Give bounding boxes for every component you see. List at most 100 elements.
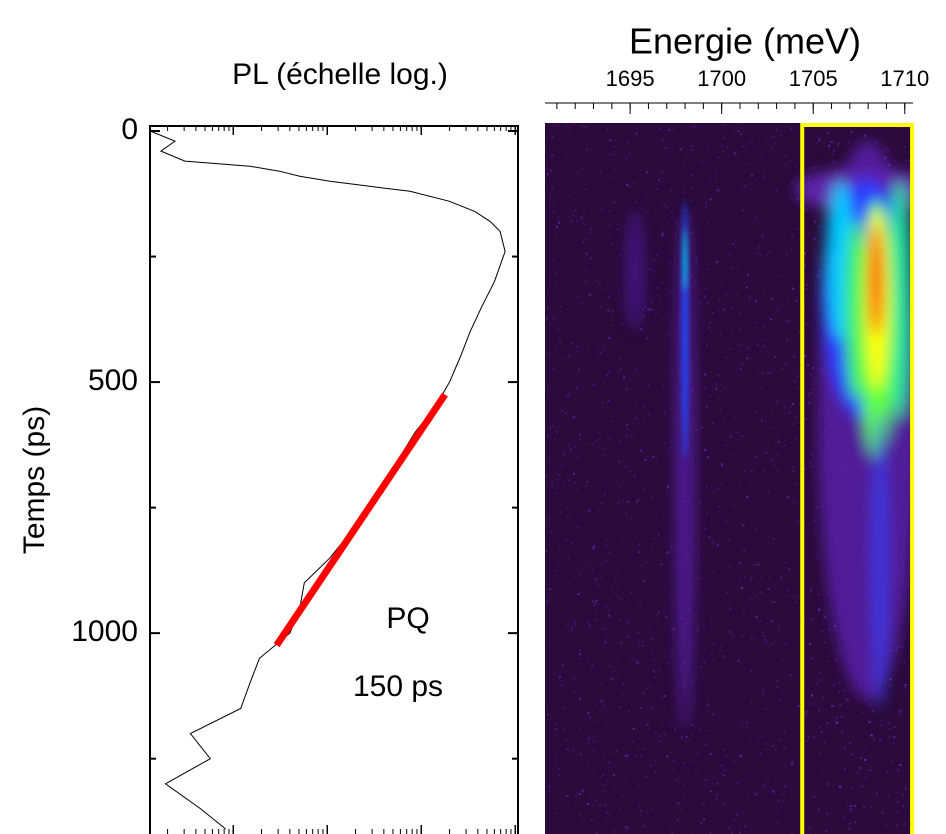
speckle [656,461,659,464]
speckle [736,268,739,271]
speckle [661,181,664,183]
speckle [639,810,642,813]
speckle [615,676,618,679]
speckle [636,662,639,665]
speckle [577,526,580,529]
speckle [649,686,651,689]
speckle [743,184,746,187]
speckle [563,453,566,456]
speckle [796,215,798,218]
speckle [600,351,603,354]
speckle [750,327,753,330]
speckle [691,231,693,234]
speckle [675,778,678,781]
speckle [777,629,780,632]
speckle [573,715,576,718]
speckle [708,145,710,148]
speckle [609,615,612,618]
speckle [711,422,714,425]
speckle [608,224,611,227]
speckle [662,384,664,387]
speckle [745,147,747,150]
y-tick-label: 0 [121,113,138,146]
speckle [696,578,699,581]
speckle [781,689,784,692]
speckle [772,538,775,541]
speckle [601,520,604,523]
speckle [573,472,575,475]
speckle [650,216,653,219]
speckle [697,435,700,438]
speckle [580,753,583,755]
speckle [723,417,726,419]
speckle [650,545,653,548]
speckle [585,442,588,445]
speckle [665,615,668,618]
speckle [574,481,577,484]
speckle [696,354,699,356]
speckle [609,210,612,213]
glow [869,225,883,335]
speckle [626,755,629,757]
speckle [826,660,829,663]
speckle [713,490,716,493]
speckle [677,679,680,682]
speckle [815,556,818,559]
speckle [615,215,617,218]
speckle [740,754,742,757]
speckle [636,498,639,501]
speckle [640,449,643,452]
speckle [731,443,734,446]
speckle [817,709,820,712]
speckle [650,683,652,686]
speckle [766,452,769,454]
speckle [577,496,580,499]
speckle [695,550,698,553]
speckle [759,310,762,313]
speckle [753,564,756,567]
speckle [607,613,610,616]
speckle [758,254,761,257]
speckle [856,771,859,774]
speckle [587,711,590,714]
speckle [582,237,585,240]
speckle [615,750,618,753]
speckle [770,643,773,646]
speckle [865,745,868,748]
speckle [548,785,551,788]
speckle [624,754,627,757]
speckle [574,678,577,681]
speckle [703,743,706,746]
speckle [619,253,622,256]
speckle [560,409,563,412]
speckle [739,481,742,484]
speckle [711,782,714,785]
speckle [582,209,585,212]
speckle [619,808,622,811]
speckle [757,368,760,371]
speckle [741,435,743,437]
speckle [780,577,782,580]
speckle [861,785,864,788]
emission-line [682,200,688,460]
speckle [774,748,777,751]
speckle [786,252,788,255]
speckle [618,439,621,442]
speckle [607,309,610,312]
speckle [597,348,600,351]
speckle [766,372,769,375]
speckle [732,454,735,457]
speckle [625,157,627,159]
speckle [608,139,611,142]
speckle [694,281,697,284]
speckle [668,826,671,829]
speckle [589,232,591,234]
speckle [760,576,762,579]
speckle [754,300,757,302]
speckle [901,645,904,648]
speckle [695,428,698,431]
speckle [712,642,715,645]
speckle [605,633,608,636]
speckle [665,492,668,494]
speckle [845,698,848,700]
